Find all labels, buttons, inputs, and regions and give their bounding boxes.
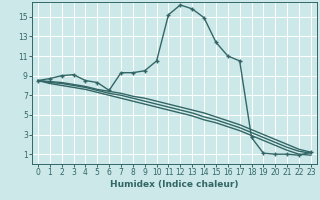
X-axis label: Humidex (Indice chaleur): Humidex (Indice chaleur) bbox=[110, 180, 239, 189]
